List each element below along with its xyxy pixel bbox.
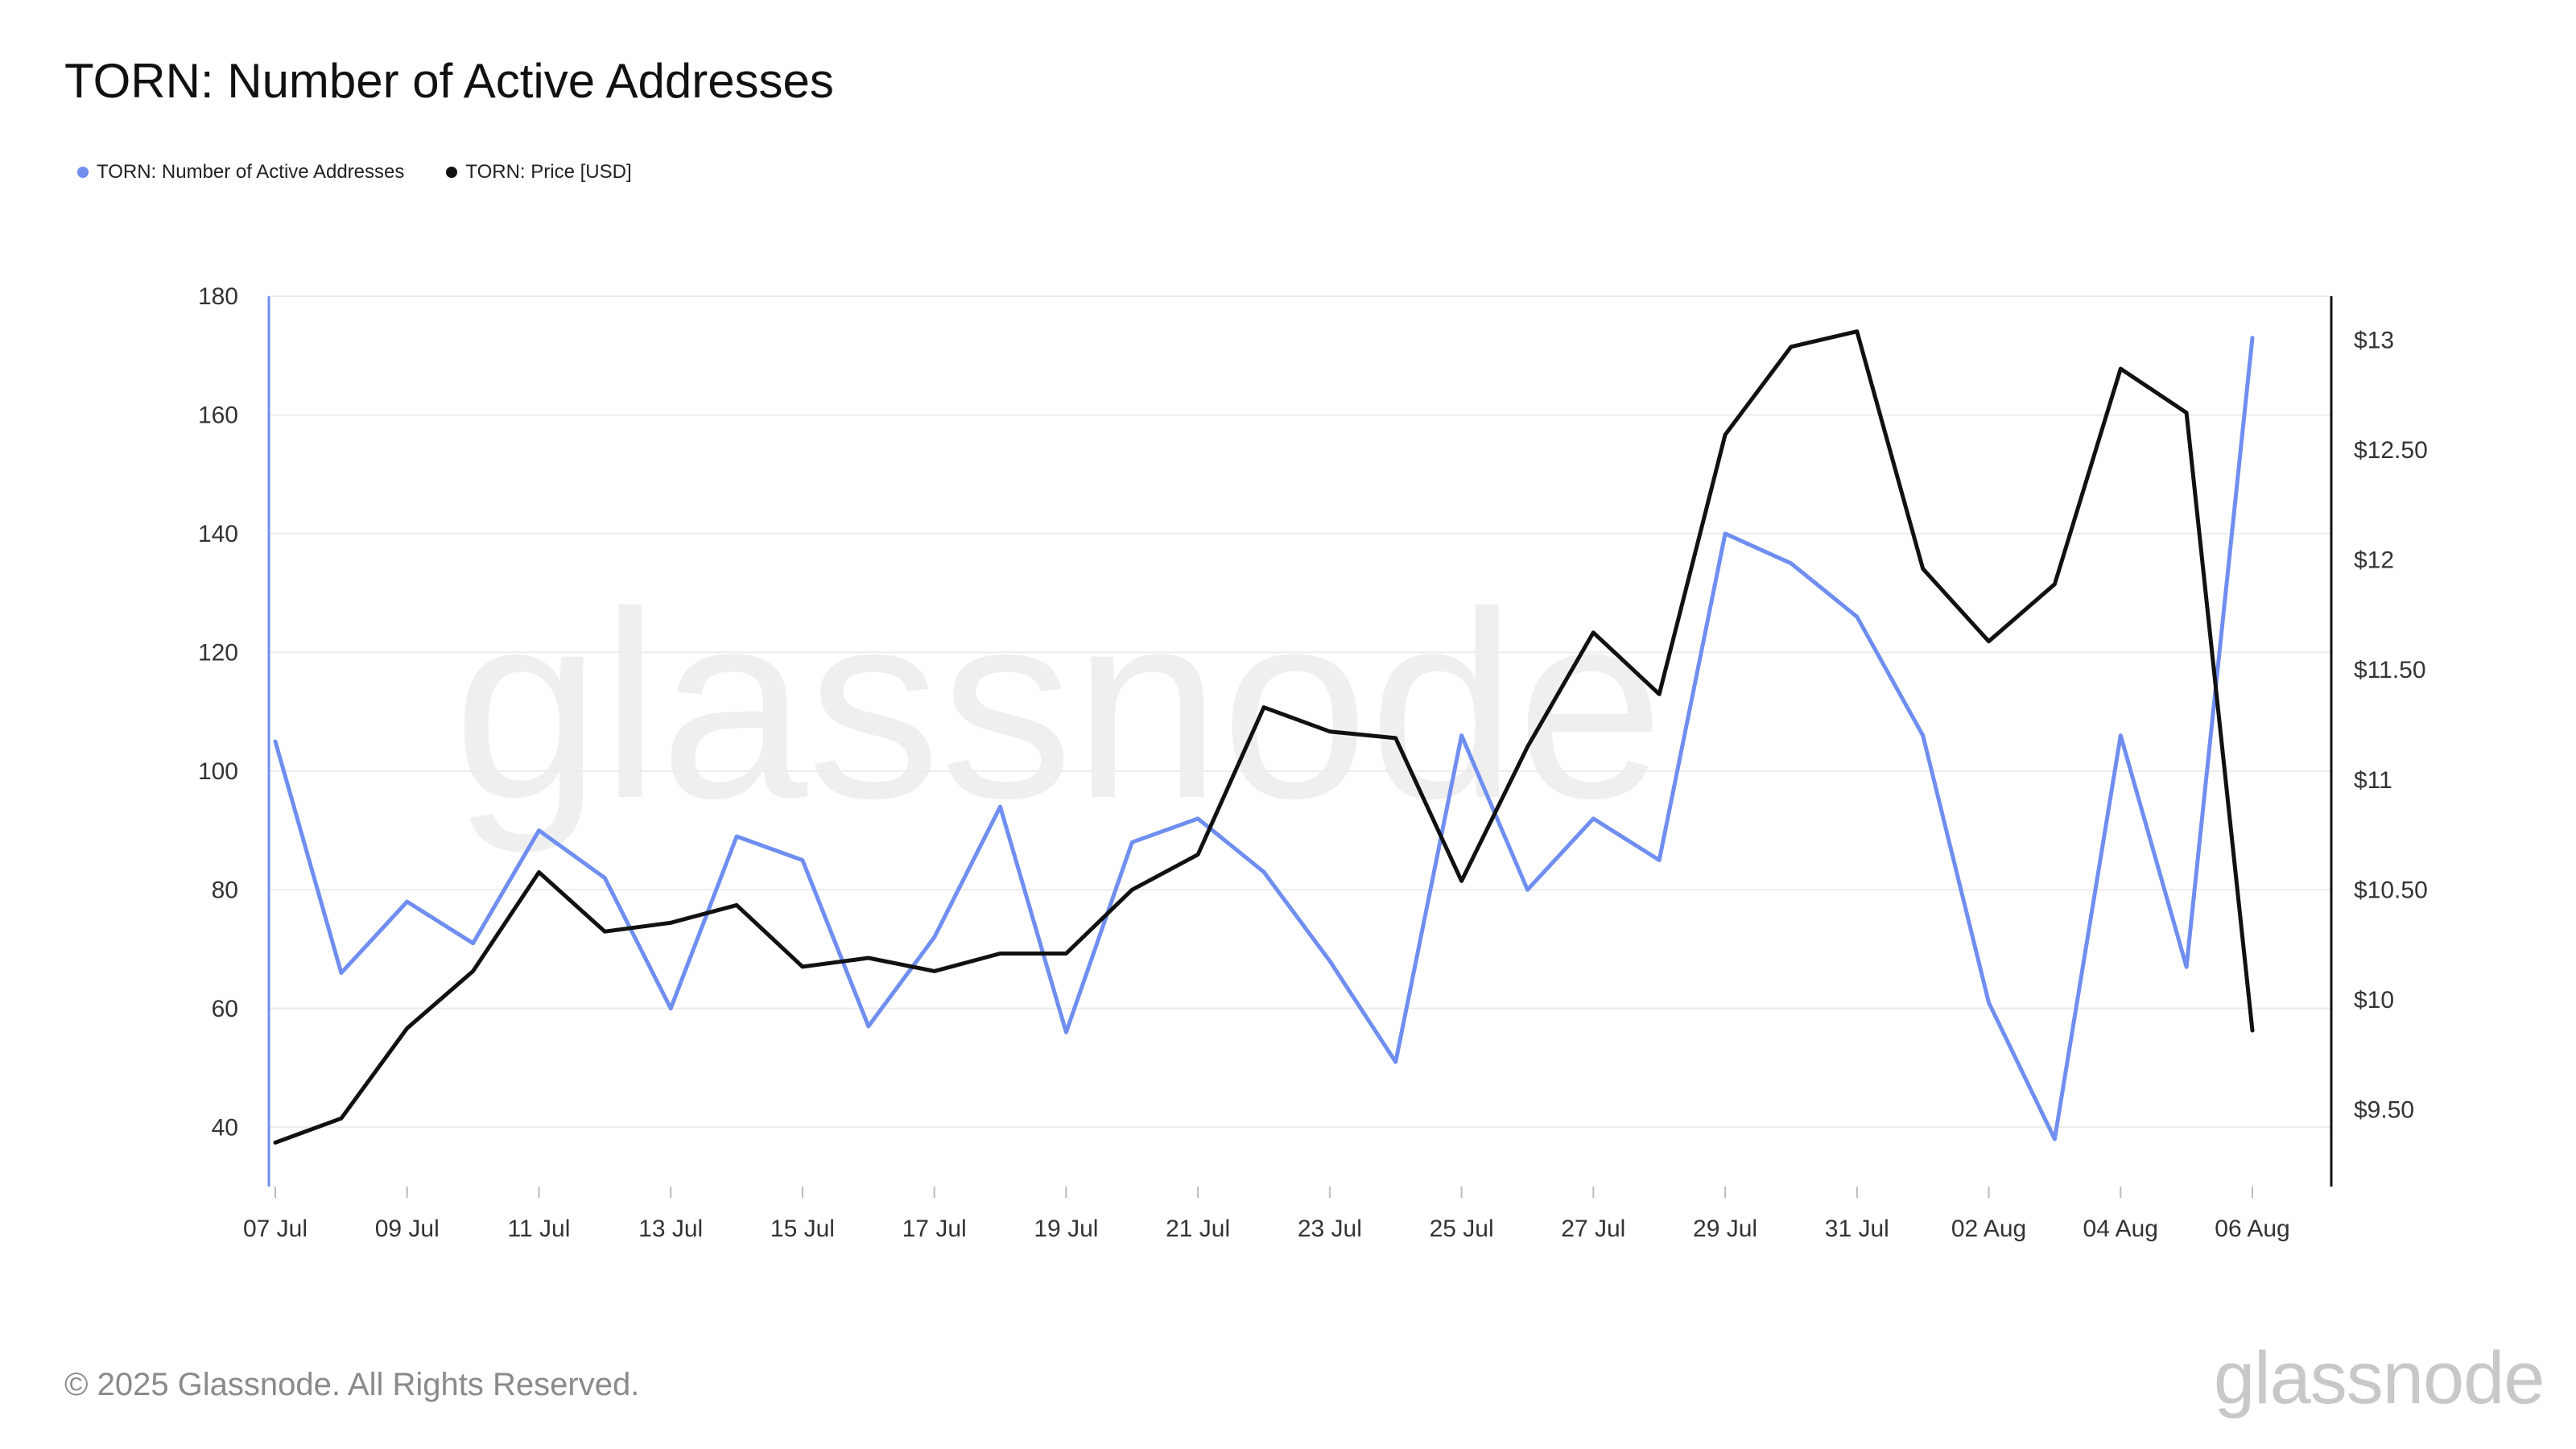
x-tick-label: 09 Jul: [375, 1216, 440, 1242]
y-right-tick-label: $11: [2354, 767, 2392, 794]
x-tick-label: 04 Aug: [2083, 1216, 2158, 1242]
y-right-tick-label: $9.50: [2354, 1096, 2414, 1123]
series-line-price: [273, 329, 2255, 1145]
chart-title: TORN: Number of Active Addresses: [64, 54, 834, 108]
legend-label-active-addresses: TORN: Number of Active Addresses: [97, 161, 405, 183]
y-right-tick-label: $11.50: [2354, 657, 2426, 683]
watermark-text: glassnode: [453, 556, 1665, 855]
x-tick-label: 15 Jul: [770, 1216, 835, 1242]
glassnode-logo: glassnode: [2214, 1337, 2545, 1419]
x-tick-label: 06 Aug: [2215, 1216, 2289, 1242]
x-tick-label: 25 Jul: [1430, 1216, 1494, 1242]
y-left-tick-label: 40: [212, 1114, 238, 1141]
y-left-tick-label: 100: [198, 758, 238, 785]
legend-label-price: TORN: Price [USD]: [465, 161, 632, 183]
x-tick-label: 13 Jul: [638, 1216, 703, 1242]
y-right-tick-label: $10.50: [2354, 877, 2428, 903]
y-left-tick-label: 180: [198, 283, 238, 310]
y-right-tick-label: $12.50: [2354, 437, 2428, 464]
y-left-tick-label: 160: [198, 402, 238, 428]
chart-legend: TORN: Number of Active Addresses TORN: P…: [77, 161, 632, 184]
y-right-tick-label: $10: [2354, 987, 2394, 1013]
x-tick-label: 17 Jul: [902, 1216, 967, 1242]
x-tick-label: 21 Jul: [1166, 1216, 1230, 1242]
x-tick-label: 11 Jul: [508, 1216, 571, 1242]
x-tick-label: 27 Jul: [1561, 1216, 1625, 1242]
x-tick-label: 23 Jul: [1298, 1216, 1362, 1242]
y-left-tick-label: 60: [212, 996, 238, 1022]
copyright-footer: © 2025 Glassnode. All Rights Reserved.: [64, 1367, 640, 1402]
x-tick-label: 02 Aug: [1951, 1216, 2026, 1242]
series-line-active-addresses: [273, 336, 2255, 1141]
y-right-tick-label: $12: [2354, 547, 2394, 574]
y-left-tick-label: 120: [198, 639, 238, 666]
x-tick-label: 07 Jul: [243, 1216, 308, 1242]
legend-item-active-addresses[interactable]: TORN: Number of Active Addresses: [77, 161, 404, 184]
y-left-tick-label: 140: [198, 521, 238, 547]
x-tick-label: 19 Jul: [1034, 1216, 1098, 1242]
y-left-tick-label: 80: [212, 877, 238, 903]
y-right-tick-label: $13: [2354, 328, 2394, 354]
legend-marker-price: [446, 167, 458, 178]
legend-item-price[interactable]: TORN: Price [USD]: [446, 161, 632, 184]
legend-marker-active-addresses: [77, 167, 89, 178]
x-tick-label: 31 Jul: [1825, 1216, 1889, 1242]
x-tick-label: 29 Jul: [1693, 1216, 1757, 1242]
